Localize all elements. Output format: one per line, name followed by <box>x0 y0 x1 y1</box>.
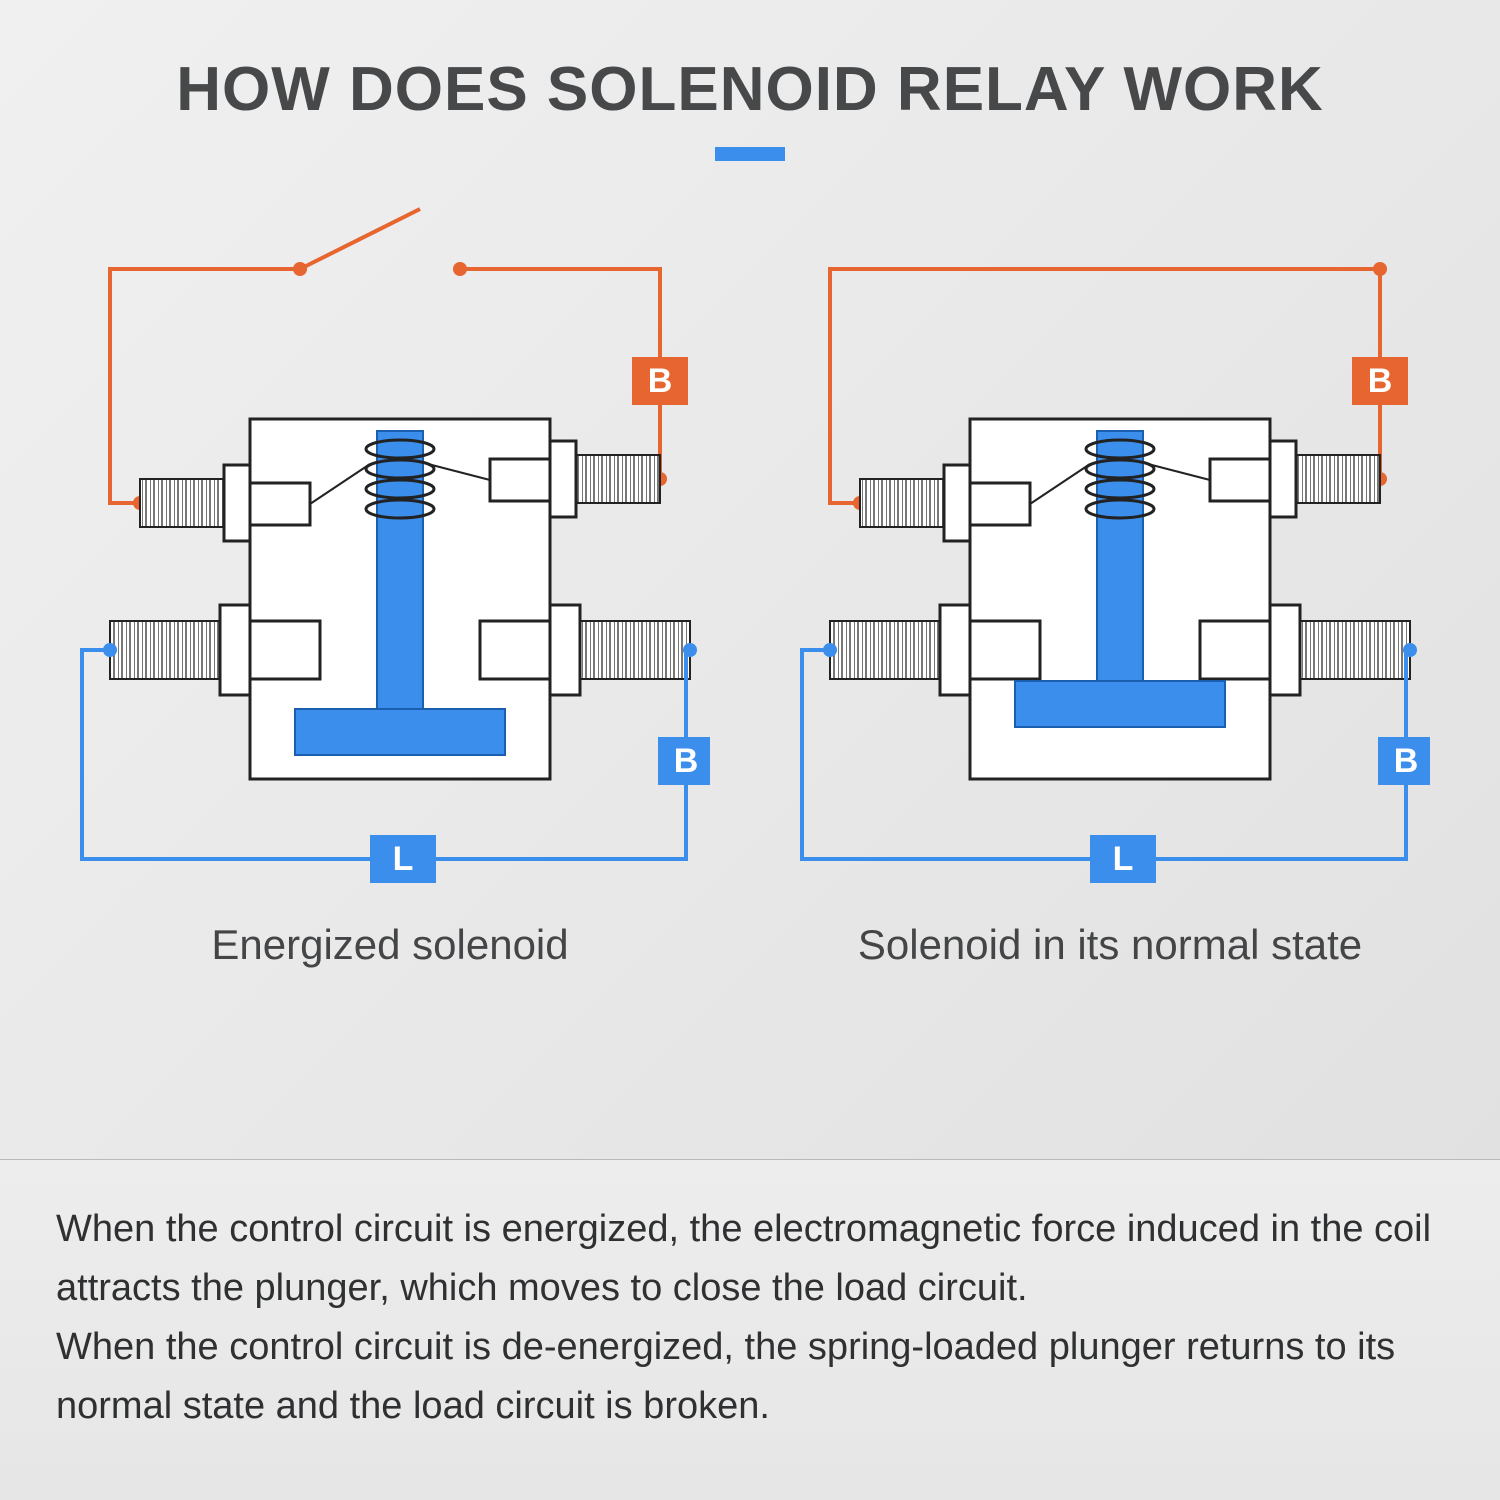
caption-normal: Solenoid in its normal state <box>858 921 1362 969</box>
switch-node-right <box>453 262 467 276</box>
switch-node-left <box>293 262 307 276</box>
panel-normal: B <box>790 189 1430 969</box>
load-terminal-right-dot <box>683 643 697 657</box>
load-terminal-left-dot <box>823 643 837 657</box>
diagram-row: B <box>0 189 1500 969</box>
label-l-text: L <box>393 840 414 878</box>
page-title: HOW DOES SOLENOID RELAY WORK <box>0 0 1500 125</box>
label-b-orange-text: B <box>1368 362 1393 400</box>
load-terminal-left-dot <box>103 643 117 657</box>
accent-bar <box>715 147 785 161</box>
page: HOW DOES SOLENOID RELAY WORK <box>0 0 1500 1500</box>
control-corner-dot <box>1373 262 1387 276</box>
description-block: When the control circuit is energized, t… <box>0 1159 1500 1500</box>
label-l-text: L <box>1113 840 1134 878</box>
label-b-blue-text: B <box>674 742 699 780</box>
diagram-normal: B <box>790 189 1430 909</box>
description-para-2: When the control circuit is de-energized… <box>56 1318 1444 1436</box>
label-b-blue-text: B <box>1394 742 1419 780</box>
caption-energized: Energized solenoid <box>211 921 568 969</box>
description-para-1: When the control circuit is energized, t… <box>56 1200 1444 1318</box>
label-b-orange-text: B <box>648 362 673 400</box>
panel-energized: B <box>70 189 710 969</box>
load-terminal-right-dot <box>1403 643 1417 657</box>
diagram-energized: B <box>70 189 710 909</box>
